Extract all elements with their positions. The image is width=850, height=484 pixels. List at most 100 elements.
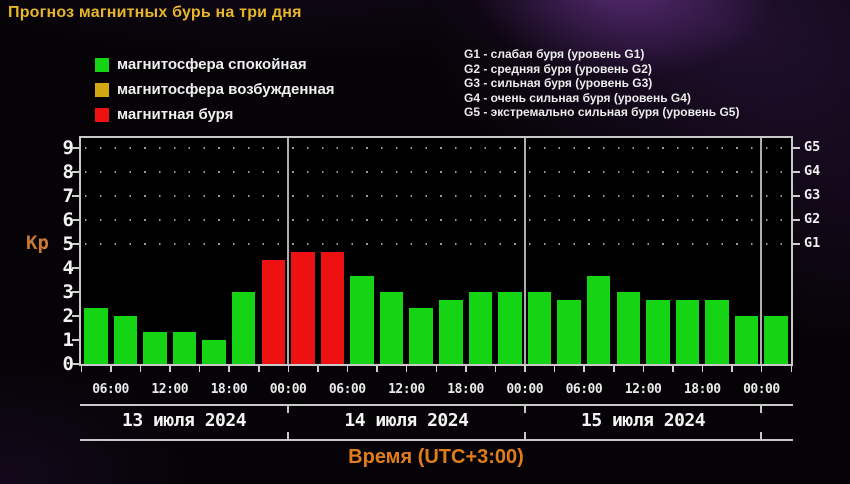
x-axis-title: Время (UTC+3:00)	[348, 446, 524, 468]
x-axis-tick	[405, 366, 408, 372]
x-axis-tick	[465, 366, 467, 372]
kp-bar-quiet	[498, 292, 522, 364]
x-axis-tick	[553, 366, 556, 372]
legend-swatch-excited	[95, 82, 109, 97]
right-axis-tick	[793, 219, 800, 221]
x-axis-tick	[110, 366, 112, 372]
y-axis-tick	[72, 243, 79, 245]
y-axis-tick	[72, 363, 79, 365]
date-band-tick	[523, 404, 526, 413]
date-band-tick	[287, 404, 290, 413]
y-axis-tick	[72, 267, 79, 269]
x-time-label: 00:00	[269, 382, 307, 397]
g-scale-legend: G1 - слабая буря (уровень G1) G2 - средня…	[464, 47, 739, 120]
gridline-kp6	[85, 219, 787, 221]
x-time-label: 00:00	[506, 382, 544, 397]
kp-bar-quiet	[616, 292, 641, 364]
right-axis-tick	[793, 171, 800, 173]
legend-item-excited: магнитосфера возбужденная	[95, 77, 335, 102]
y-axis-tick	[72, 171, 79, 173]
x-axis-tick	[524, 366, 526, 372]
kp-bar-quiet	[379, 292, 404, 364]
x-time-label: 18:00	[683, 382, 721, 397]
kp-bar-quiet	[350, 275, 374, 364]
y-axis-tick-label: 2	[62, 305, 74, 327]
day-divider	[523, 138, 526, 364]
right-axis-tick	[793, 147, 800, 149]
g-legend-item: G3 - сильная буря (уровень G3)	[464, 76, 653, 91]
right-axis-label-G3: G3	[804, 187, 821, 203]
date-band-top-line	[80, 404, 793, 406]
y-axis-tick	[72, 339, 79, 341]
legend-item-storm: магнитная буря	[95, 102, 335, 127]
y-axis-tick-label: 7	[62, 185, 74, 207]
kp-bar-quiet	[439, 299, 463, 364]
kp-bar-quiet	[557, 299, 581, 364]
g-legend-item: G5 - экстремально сильная буря (уровень …	[464, 105, 740, 120]
gridline-kp8	[85, 171, 787, 173]
legend-swatch-quiet	[95, 57, 109, 72]
kp-bar-quiet	[409, 308, 433, 364]
y-axis-tick	[72, 147, 79, 149]
kp-bar-quiet	[675, 299, 700, 364]
x-time-label: 06:00	[328, 382, 366, 397]
y-axis-tick-label: 6	[62, 209, 74, 231]
x-axis-tick	[760, 366, 763, 372]
right-axis-tick	[793, 195, 800, 197]
x-axis-tick	[642, 366, 645, 372]
kp-bar-chart	[79, 136, 793, 366]
kp-bar-quiet	[468, 292, 493, 364]
day-divider	[287, 138, 290, 364]
date-band-tick	[287, 432, 290, 441]
x-time-label: 12:00	[624, 382, 662, 397]
right-axis-tick	[793, 243, 800, 245]
legend-label: магнитосфера возбужденная	[117, 81, 335, 98]
g-legend-item: G1 - слабая буря (уровень G1)	[464, 47, 645, 61]
kp-bar-quiet	[231, 292, 256, 364]
right-axis-label-G1: G1	[804, 235, 821, 251]
x-axis-tick	[258, 366, 260, 372]
kp-bar-quiet	[143, 332, 167, 364]
kp-bar-storm	[291, 251, 315, 364]
gridline-kp9	[85, 147, 787, 149]
y-axis-tick-label: 3	[62, 281, 74, 303]
day-divider	[760, 138, 763, 364]
g-legend-item: G2 - средняя буря (уровень G2)	[464, 61, 652, 76]
x-axis-tick	[139, 366, 142, 372]
x-axis-tick	[731, 366, 733, 372]
x-axis-tick	[287, 366, 290, 372]
kp-bar-quiet	[705, 299, 729, 364]
date-band-tick	[760, 404, 763, 413]
legend-item-quiet: магнитосфера спокойная	[95, 52, 335, 77]
right-axis-label-G5: G5	[804, 139, 821, 155]
kp-bar-quiet	[586, 275, 611, 364]
y-axis-tick-label: 9	[62, 137, 74, 159]
legend-label: магнитная буря	[117, 106, 234, 123]
date-label: 15 июля 2024	[581, 410, 706, 431]
kp-bar-quiet	[113, 316, 138, 364]
gridline-kp7	[85, 195, 787, 197]
y-axis-tick	[72, 315, 79, 317]
x-axis-tick	[169, 366, 171, 372]
kp-bar-storm	[261, 260, 286, 364]
date-label: 14 июля 2024	[344, 410, 469, 431]
y-axis-tick-label: 8	[62, 161, 74, 183]
x-axis-tick	[435, 366, 437, 372]
x-axis-tick	[198, 366, 201, 372]
date-band-bottom-line	[80, 439, 793, 441]
x-axis-tick	[494, 366, 497, 372]
date-band-tick	[760, 432, 763, 441]
page-title: Прогноз магнитных бурь на три дня	[8, 4, 302, 21]
x-time-label: 18:00	[447, 382, 484, 397]
y-axis-tick-label: 4	[62, 257, 74, 279]
x-axis-tick	[346, 366, 349, 372]
kp-bar-quiet	[202, 340, 226, 364]
x-axis-tick	[376, 366, 378, 372]
x-axis-tick	[317, 366, 319, 372]
gridline-kp5	[85, 243, 787, 245]
y-axis-tick-label: 1	[62, 329, 74, 351]
date-band-tick	[523, 432, 526, 441]
x-time-label: 12:00	[388, 382, 425, 397]
x-axis-tick	[80, 366, 82, 372]
